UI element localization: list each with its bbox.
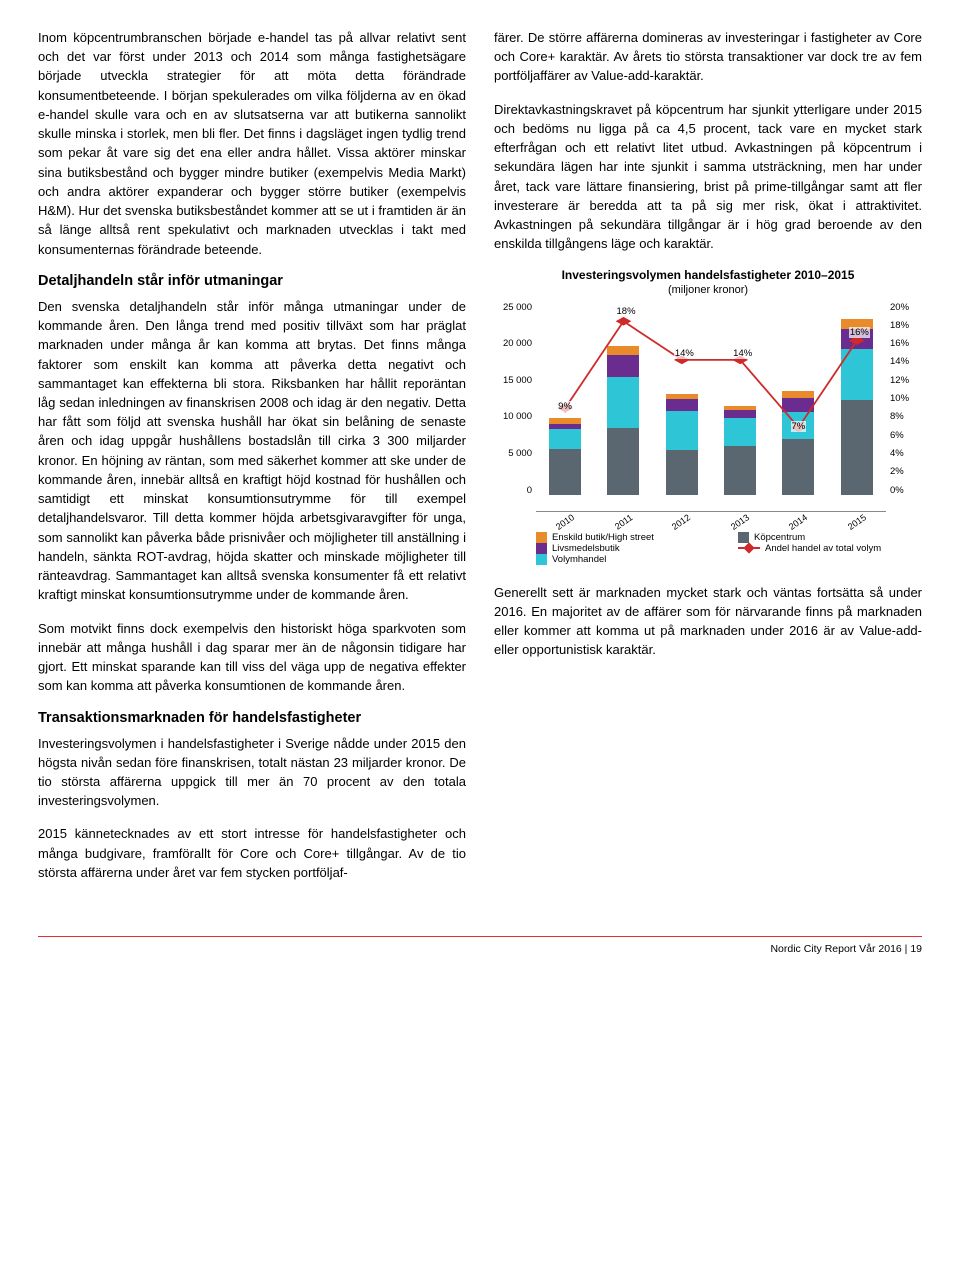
investment-chart: Investeringsvolymen handelsfastigheter 2…: [494, 268, 922, 565]
x-label: 2015: [846, 512, 868, 532]
legend-item: Livsmedelsbutik: [536, 543, 720, 554]
left-column: Inom köpcentrumbranschen började e-hande…: [38, 28, 466, 896]
chart-plot: 201020112012201320142015 9%18%14%14%7%16…: [536, 302, 886, 512]
legend-item: Köpcentrum: [738, 532, 922, 543]
legend-item: Volymhandel: [536, 554, 720, 565]
line-label: 16%: [849, 327, 870, 338]
chart-subtitle: (miljoner kronor): [494, 284, 922, 296]
para: 2015 kännetecknades av ett stort intress…: [38, 824, 466, 882]
para: Investeringsvolymen i handelsfastigheter…: [38, 734, 466, 811]
legend-item: Enskild butik/High street: [536, 532, 720, 543]
line-label: 18%: [616, 306, 637, 317]
x-label: 2014: [787, 512, 809, 532]
x-label: 2012: [670, 512, 692, 532]
y-axis-left: 25 00020 00015 00010 0005 0000: [494, 302, 536, 512]
para: färer. De större affärerna domineras av …: [494, 28, 922, 86]
chart-title: Investeringsvolymen handelsfastigheter 2…: [494, 268, 922, 282]
para: Direktavkastningskravet på köpcentrum ha…: [494, 100, 922, 254]
subhead-transaktion: Transaktionsmarknaden för handelsfastigh…: [38, 710, 466, 726]
line-label: 14%: [674, 348, 695, 359]
para: Generellt sett är marknaden mycket stark…: [494, 583, 922, 660]
x-label: 2011: [613, 512, 635, 531]
x-label: 2013: [729, 512, 751, 532]
chart-legend: Enskild butik/High streetLivsmedelsbutik…: [494, 532, 922, 565]
para: Som motvikt finns dock exempelvis den hi…: [38, 619, 466, 696]
legend-item: Andel handel av total volym: [738, 543, 922, 554]
line-label: 7%: [791, 421, 807, 432]
footer-report: Nordic City Report Vår 2016: [770, 943, 901, 955]
line-label: 14%: [732, 348, 753, 359]
subhead-detalj: Detaljhandeln står inför utmaningar: [38, 273, 466, 289]
para: Inom köpcentrumbranschen började e-hande…: [38, 28, 466, 259]
line-label: 9%: [557, 401, 573, 412]
x-label: 2010: [554, 512, 576, 532]
page-footer: Nordic City Report Vår 2016 | 19: [38, 936, 922, 955]
y-axis-right: 20%18%16%14%12%10%8%6%4%2%0%: [886, 302, 922, 512]
para: Den svenska detaljhandeln står inför mån…: [38, 297, 466, 605]
footer-page: 19: [910, 943, 922, 955]
right-column: färer. De större affärerna domineras av …: [494, 28, 922, 896]
